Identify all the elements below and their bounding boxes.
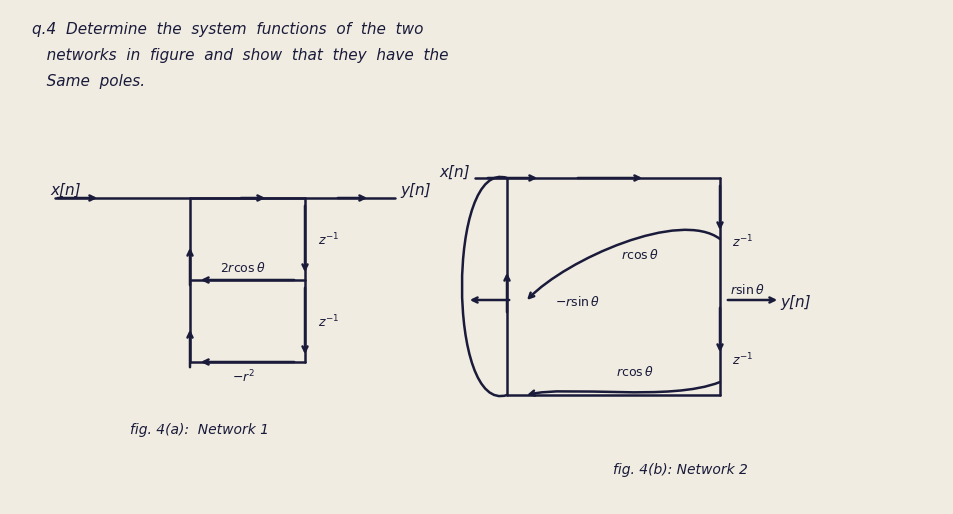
Text: Same  poles.: Same poles. [32, 74, 145, 89]
Text: $r\cos\theta$: $r\cos\theta$ [616, 365, 653, 379]
Text: $z^{-1}$: $z^{-1}$ [731, 352, 753, 369]
Text: $z^{-1}$: $z^{-1}$ [731, 234, 753, 250]
Text: x[n]: x[n] [50, 182, 81, 197]
Text: x[n]: x[n] [439, 164, 470, 179]
Text: $r\sin\theta$: $r\sin\theta$ [729, 283, 763, 297]
Text: fig. 4(b): Network 2: fig. 4(b): Network 2 [612, 463, 746, 477]
Text: $z^{-1}$: $z^{-1}$ [317, 314, 339, 331]
Text: networks  in  figure  and  show  that  they  have  the: networks in figure and show that they ha… [32, 48, 448, 63]
Text: $-r^2$: $-r^2$ [232, 369, 254, 386]
FancyArrowPatch shape [529, 382, 720, 396]
Text: fig. 4(a):  Network 1: fig. 4(a): Network 1 [131, 423, 269, 437]
Text: y[n]: y[n] [399, 182, 430, 197]
Text: $2r\cos\theta$: $2r\cos\theta$ [220, 261, 266, 275]
Text: $-r\sin\theta$: $-r\sin\theta$ [555, 295, 599, 309]
FancyArrowPatch shape [528, 230, 720, 298]
Text: q.4  Determine  the  system  functions  of  the  two: q.4 Determine the system functions of th… [32, 22, 423, 37]
Text: $z^{-1}$: $z^{-1}$ [317, 232, 339, 248]
Text: y[n]: y[n] [780, 295, 810, 309]
Text: $r\cos\theta$: $r\cos\theta$ [620, 248, 659, 262]
